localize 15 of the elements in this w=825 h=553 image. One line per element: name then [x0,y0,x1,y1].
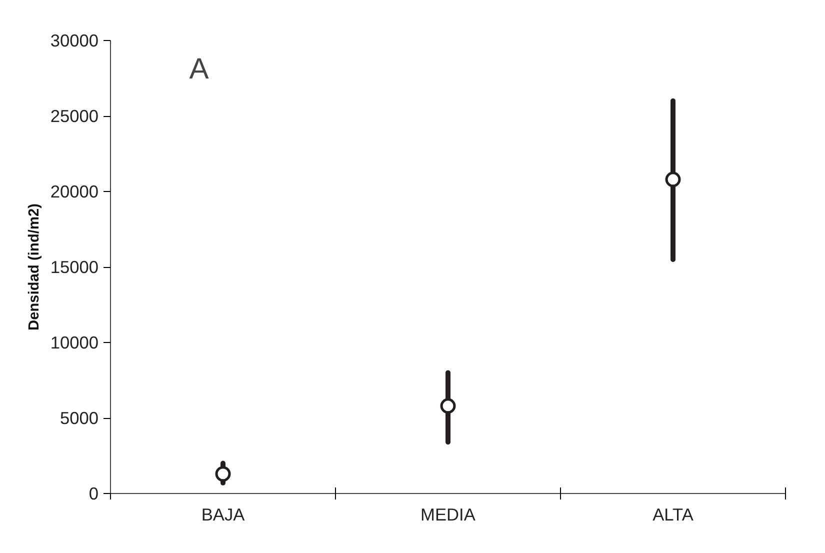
y-tick-label: 20000 [50,182,98,202]
point [440,398,456,414]
y-tick-label: 30000 [50,30,98,50]
y-tick-label: 15000 [50,257,98,277]
y-tick-label: 5000 [60,408,99,428]
y-tick-label: 25000 [50,106,98,126]
y-tick-label: 10000 [50,332,98,352]
x-tick-label: MEDIA [420,504,476,524]
y-tick-label: 0 [88,484,99,504]
y-axis-title: Densidad (ind/m2) [26,203,42,331]
point [665,172,681,188]
annotation: A [189,52,210,86]
x-tick-label: ALTA [652,504,694,524]
x-tick-label: BAJA [201,504,246,524]
point [215,466,231,482]
